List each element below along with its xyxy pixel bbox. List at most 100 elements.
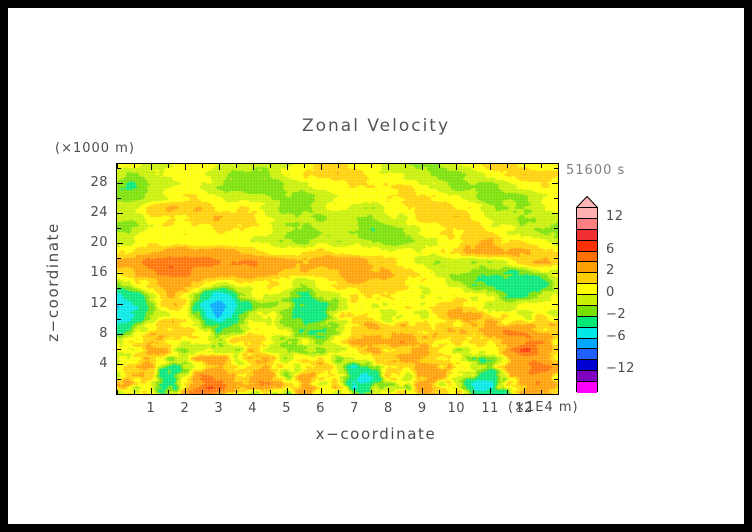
axis-tick: [304, 390, 305, 394]
axis-tick: [117, 273, 123, 274]
axis-tick: [117, 213, 123, 214]
colorbar-band: [577, 338, 597, 350]
axis-tick: [371, 390, 372, 394]
colorbar-tick-label: −6: [606, 328, 627, 344]
colorbar: 12 6 2 0 −2 −6 −12: [576, 196, 676, 396]
y-axis-tick-label: 20: [90, 235, 108, 251]
x-axis-tick-label: 5: [282, 401, 291, 416]
colorbar-tick-label: 12: [606, 208, 624, 224]
x-axis-title: x−coordinate: [315, 425, 437, 443]
colorbar-band: [577, 327, 597, 339]
axis-tick: [558, 390, 559, 394]
axis-tick: [202, 164, 203, 168]
axis-tick: [117, 394, 121, 395]
axis-tick: [117, 168, 121, 169]
colorbar-band: [577, 208, 597, 219]
axis-tick: [202, 390, 203, 394]
colorbar-band: [577, 382, 597, 393]
axis-tick: [117, 334, 123, 335]
colorbar-band: [577, 295, 597, 306]
axis-tick: [558, 164, 559, 168]
colorbar-tick-label: −2: [606, 306, 627, 322]
axis-tick: [270, 164, 271, 168]
axis-tick: [338, 390, 339, 394]
axis-tick: [134, 164, 135, 168]
axis-tick: [236, 390, 237, 394]
contour-plot-area: [116, 163, 559, 395]
axis-tick: [287, 388, 288, 394]
axis-tick: [405, 390, 406, 394]
axis-tick: [185, 164, 186, 170]
colorbar-band: [577, 262, 597, 274]
axis-tick: [490, 388, 491, 394]
x-axis-tick-label: 3: [214, 401, 224, 416]
axis-tick: [473, 164, 474, 168]
y-axis-tick-label: 4: [99, 355, 108, 371]
colorbar-band: [577, 349, 597, 361]
axis-tick: [554, 258, 558, 259]
axis-tick: [117, 243, 123, 244]
x-axis-tick-label: 2: [180, 401, 190, 416]
axis-tick: [554, 394, 558, 395]
axis-tick: [554, 198, 558, 199]
axis-tick: [151, 164, 152, 170]
axis-tick: [552, 213, 558, 214]
axis-tick: [338, 164, 339, 168]
axis-tick: [552, 304, 558, 305]
axis-tick: [134, 390, 135, 394]
axis-tick: [321, 164, 322, 170]
axis-tick: [117, 164, 118, 168]
axis-tick: [354, 388, 355, 394]
axis-tick: [456, 164, 457, 170]
colorbar-bands: [576, 207, 598, 393]
x-axis-tick-label: 6: [316, 401, 325, 416]
axis-tick: [287, 164, 288, 170]
axis-tick: [541, 164, 542, 168]
x-axis-tick-label: 7: [350, 401, 359, 416]
x-axis-tick-label: 4: [248, 401, 258, 416]
axis-tick: [321, 388, 322, 394]
time-stamp-label: 51600 s: [566, 163, 626, 178]
axis-tick: [117, 183, 123, 184]
axis-tick: [304, 164, 305, 168]
axis-tick: [117, 228, 121, 229]
y-axis-tick-label: 28: [90, 174, 108, 190]
axis-tick: [456, 388, 457, 394]
axis-tick: [236, 164, 237, 168]
axis-tick: [117, 390, 118, 394]
colorbar-band: [577, 251, 597, 263]
axis-tick: [439, 164, 440, 168]
x-axis-unit-label: (×1E4 m): [508, 400, 579, 415]
axis-tick: [168, 390, 169, 394]
axis-tick: [117, 349, 121, 350]
axis-tick: [405, 164, 406, 168]
colorbar-tick-label: 0: [606, 285, 615, 301]
colorbar-tick-label: −12: [606, 361, 635, 377]
axis-tick: [354, 164, 355, 170]
axis-tick: [554, 288, 558, 289]
axis-tick: [117, 319, 121, 320]
axis-tick: [219, 388, 220, 394]
axis-tick: [185, 388, 186, 394]
colorbar-band: [577, 305, 597, 317]
colorbar-band: [577, 218, 597, 230]
axis-tick: [507, 164, 508, 168]
x-axis-tick-label: 9: [417, 401, 427, 416]
x-axis-tick-label: 11: [481, 401, 499, 416]
colorbar-tick-label: 2: [606, 263, 615, 279]
axis-tick: [422, 164, 423, 170]
axis-tick: [490, 164, 491, 170]
axis-tick: [117, 304, 123, 305]
colorbar-band: [577, 273, 597, 285]
axis-tick: [270, 390, 271, 394]
axis-tick: [554, 228, 558, 229]
axis-tick: [371, 164, 372, 168]
axis-tick: [524, 388, 525, 394]
axis-tick: [541, 390, 542, 394]
axis-tick: [168, 164, 169, 168]
axis-tick: [507, 390, 508, 394]
axis-tick: [388, 388, 389, 394]
x-axis-tick-label: 8: [383, 401, 393, 416]
y-axis-tick-label: 24: [90, 205, 108, 221]
y-axis-unit-label: (×1000 m): [55, 141, 135, 156]
